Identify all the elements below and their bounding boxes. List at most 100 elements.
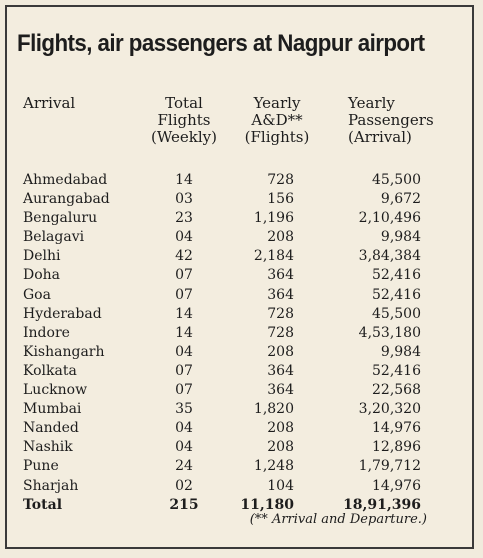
table-row: Kishangarh 04 208 9,984 (0, 343, 483, 362)
weekly-flights-cell: 02 (175, 477, 193, 494)
city-cell: Doha (23, 267, 61, 284)
city-cell: Indore (23, 324, 70, 341)
table-row: Pune 24 1,248 1,79,712 (0, 457, 483, 476)
table-row: Goa 07 364 52,416 (0, 286, 483, 305)
city-cell: Pune (23, 458, 59, 475)
table-row: Kolkata 07 364 52,416 (0, 362, 483, 381)
table-total-row: Total 215 11,180 18,91,396 (0, 496, 483, 515)
header-pass-line-3: (Arrival) (348, 128, 412, 146)
city-cell: Sharjah (23, 477, 79, 494)
header-arrival: Arrival (23, 95, 75, 112)
table-row: Sharjah 02 104 14,976 (0, 477, 483, 496)
weekly-flights-cell: 07 (175, 382, 193, 399)
yearly-passengers-cell: 9,984 (380, 343, 421, 360)
weekly-flights-cell: 14 (175, 324, 193, 341)
table-row: Belagavi 04 208 9,984 (0, 228, 483, 247)
city-cell: Delhi (23, 248, 61, 265)
weekly-flights-cell: 14 (175, 172, 193, 188)
header-ad-line-2: A&D** (251, 111, 303, 129)
city-cell: Ahmedabad (23, 172, 108, 188)
yearly-ad-cell: 11,180 (240, 496, 294, 513)
city-cell: Belagavi (23, 229, 85, 246)
city-cell: Total (23, 496, 63, 513)
yearly-ad-cell: 156 (267, 191, 294, 208)
table-row: Indore 14 728 4,53,180 (0, 324, 483, 343)
header-total-flights: Total Flights (Weekly) (151, 95, 217, 146)
header-total-line-2: Flights (157, 111, 211, 129)
table-body: Ahmedabad 14 728 45,500 Aurangabad 03 156 9,672… (0, 171, 483, 515)
weekly-flights-cell: 07 (175, 286, 193, 303)
header-pass-line-1: Yearly (348, 94, 395, 112)
table-row: Nashik 04 208 12,896 (0, 438, 483, 457)
yearly-ad-cell: 728 (267, 172, 294, 188)
header-yearly-ad: Yearly A&D** (Flights) (244, 95, 310, 146)
weekly-flights-cell: 42 (175, 248, 193, 265)
weekly-flights-cell: 07 (175, 362, 193, 379)
yearly-ad-cell: 364 (267, 362, 294, 379)
table-title: Flights, air passengers at Nagpur airpor… (17, 30, 425, 57)
weekly-flights-cell: 24 (175, 458, 193, 475)
header-pass-line-2: Passengers (348, 111, 434, 129)
weekly-flights-cell: 04 (175, 229, 193, 246)
yearly-passengers-cell: 14,976 (372, 420, 421, 437)
weekly-flights-cell: 14 (175, 305, 193, 322)
city-cell: Bengaluru (23, 210, 98, 227)
header-total-line-3: (Weekly) (151, 128, 218, 146)
city-cell: Goa (23, 286, 51, 303)
header-arrival-label: Arrival (23, 94, 76, 112)
weekly-flights-cell: 04 (175, 420, 193, 437)
weekly-flights-cell: 23 (175, 210, 193, 227)
table-row: Bengaluru 23 1,196 2,10,496 (0, 209, 483, 228)
yearly-passengers-cell: 9,984 (380, 229, 421, 246)
yearly-passengers-cell: 4,53,180 (358, 324, 421, 341)
yearly-passengers-cell: 52,416 (372, 286, 421, 303)
yearly-passengers-cell: 18,91,396 (343, 496, 421, 513)
yearly-passengers-cell: 52,416 (372, 267, 421, 284)
table-row: Nanded 04 208 14,976 (0, 419, 483, 438)
yearly-passengers-cell: 2,10,496 (358, 210, 421, 227)
yearly-passengers-cell: 52,416 (372, 362, 421, 379)
city-cell: Aurangabad (23, 191, 110, 208)
table-row: Hyderabad 14 728 45,500 (0, 305, 483, 324)
table-row: Aurangabad 03 156 9,672 (0, 190, 483, 209)
weekly-flights-cell: 03 (175, 191, 193, 208)
yearly-ad-cell: 364 (267, 286, 294, 303)
yearly-passengers-cell: 12,896 (372, 439, 421, 456)
city-cell: Lucknow (23, 382, 88, 399)
yearly-ad-cell: 728 (267, 305, 294, 322)
header-total-line-1: Total (165, 94, 203, 112)
table-row: Delhi 42 2,184 3,84,384 (0, 247, 483, 266)
yearly-ad-cell: 364 (267, 382, 294, 399)
header-ad-line-1: Yearly (253, 94, 301, 112)
weekly-flights-cell: 04 (175, 343, 193, 360)
city-cell: Kolkata (23, 362, 77, 379)
header-ad-line-3: (Flights) (244, 128, 310, 146)
yearly-passengers-cell: 22,568 (372, 382, 421, 399)
weekly-flights-cell: 215 (169, 496, 199, 513)
city-cell: Mumbai (23, 401, 82, 418)
yearly-passengers-cell: 1,79,712 (358, 458, 421, 475)
yearly-passengers-cell: 45,500 (372, 305, 421, 322)
city-cell: Nashik (23, 439, 73, 456)
city-cell: Hyderabad (23, 305, 102, 322)
yearly-ad-cell: 1,820 (253, 401, 294, 418)
yearly-ad-cell: 364 (267, 267, 294, 284)
table-row: Doha 07 364 52,416 (0, 266, 483, 285)
header-yearly-passengers: Yearly Passengers (Arrival) (348, 95, 434, 146)
weekly-flights-cell: 04 (175, 439, 193, 456)
yearly-passengers-cell: 3,20,320 (358, 401, 421, 418)
yearly-ad-cell: 104 (267, 477, 294, 494)
yearly-ad-cell: 1,196 (253, 210, 294, 227)
table-row: Lucknow 07 364 22,568 (0, 381, 483, 400)
yearly-ad-cell: 208 (267, 420, 294, 437)
yearly-passengers-cell: 14,976 (372, 477, 421, 494)
yearly-ad-cell: 208 (267, 439, 294, 456)
yearly-ad-cell: 728 (267, 324, 294, 341)
yearly-passengers-cell: 9,672 (380, 191, 421, 208)
flights-table-card (5, 5, 474, 549)
weekly-flights-cell: 35 (175, 401, 193, 418)
yearly-passengers-cell: 45,500 (372, 172, 421, 188)
yearly-ad-cell: 2,184 (253, 248, 294, 265)
weekly-flights-cell: 07 (175, 267, 193, 284)
city-cell: Nanded (23, 420, 79, 437)
